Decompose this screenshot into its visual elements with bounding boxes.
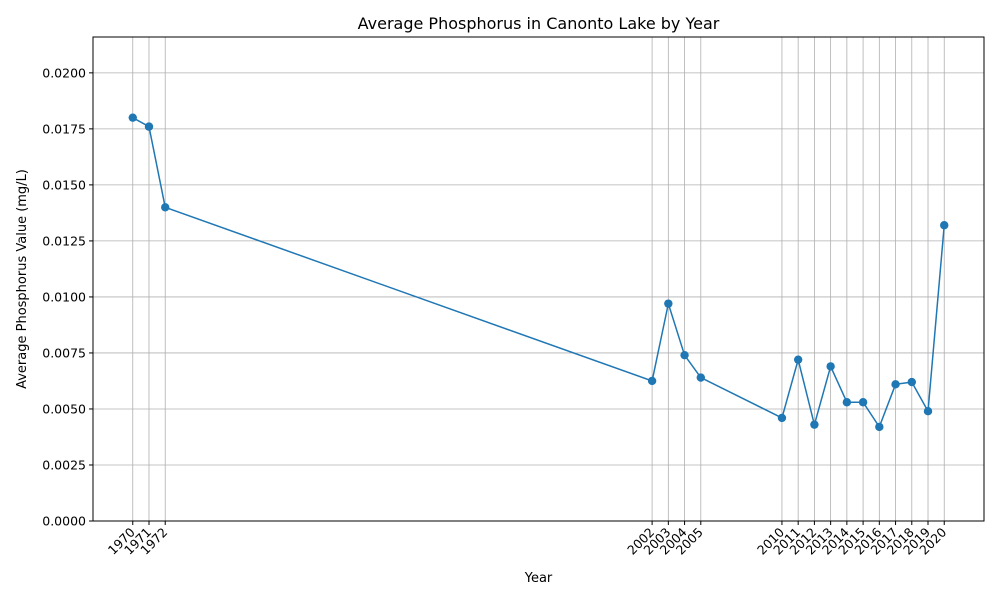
grid-lines <box>93 37 984 522</box>
data-point <box>664 299 673 308</box>
data-point <box>777 413 787 423</box>
data-point <box>793 355 803 364</box>
y-axis-label: Average Phosphorus Value (mg/L) <box>15 169 30 389</box>
y-tick-label: 0.0025 <box>42 457 86 472</box>
data-point <box>647 376 657 386</box>
data-point <box>680 350 689 360</box>
data-point <box>923 407 933 416</box>
data-point <box>891 380 900 389</box>
y-tick-label: 0.0100 <box>42 289 86 304</box>
data-point <box>161 203 170 212</box>
data-series <box>128 113 949 432</box>
data-point <box>826 362 835 371</box>
data-point <box>842 398 852 407</box>
data-point <box>858 398 868 407</box>
data-point <box>907 377 916 387</box>
series-line <box>132 117 945 429</box>
y-tick-label: 0.0050 <box>42 401 86 416</box>
data-point <box>875 422 884 432</box>
y-tick-label: 0.0200 <box>42 65 86 80</box>
data-point <box>696 373 705 382</box>
y-axis-ticks: 0.0000 0.0025 0.0050 0.0075 0.0100 0.0125 0.01… <box>42 65 93 529</box>
y-tick-label: 0.0125 <box>42 233 86 248</box>
data-point <box>810 420 819 429</box>
y-tick-label: 0.0150 <box>42 177 86 192</box>
y-tick-label: 0.0000 <box>42 514 86 529</box>
y-tick-label: 0.0075 <box>42 345 86 360</box>
data-point <box>128 113 137 122</box>
x-axis-label: Year <box>524 571 553 586</box>
data-point <box>144 122 154 131</box>
chart-title: Average Phosphorus in Canonto Lake by Ye… <box>358 14 720 33</box>
data-point <box>940 221 949 230</box>
plot-frame <box>92 36 985 522</box>
y-tick-label: 0.0175 <box>42 121 86 136</box>
